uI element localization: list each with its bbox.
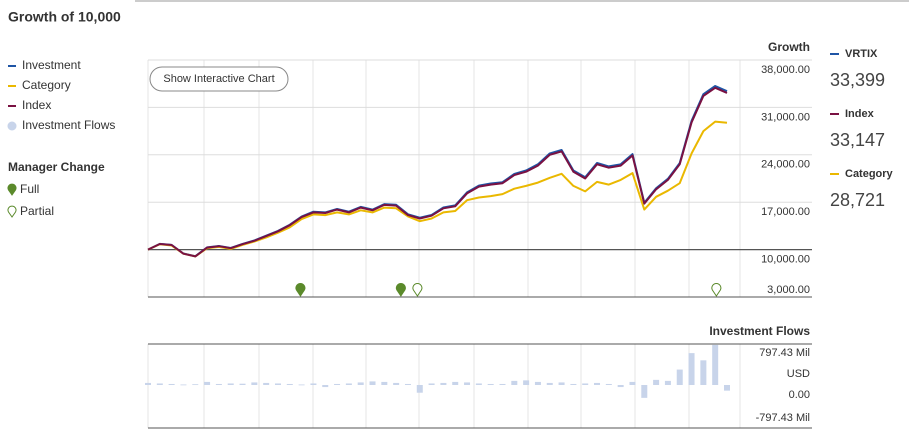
flow-bar <box>487 383 494 385</box>
legend-label: Category <box>22 78 71 92</box>
flow-bar <box>475 383 482 385</box>
flow-bar <box>617 385 624 388</box>
y-tick-label: 10,000.00 <box>761 254 810 266</box>
y-tick-label: 17,000.00 <box>761 206 810 218</box>
flow-bar <box>215 383 222 385</box>
y-tick-label: 24,000.00 <box>761 159 810 171</box>
flow-bar <box>700 360 707 385</box>
summary-name: Category <box>845 168 894 180</box>
flow-bar <box>653 379 660 385</box>
flow-bar <box>357 382 364 385</box>
flow-bar <box>322 385 329 388</box>
flow-bar <box>393 382 400 385</box>
summary-name: VRTIX <box>845 48 878 60</box>
legend-swatch <box>7 183 17 196</box>
flow-bar <box>369 381 376 385</box>
legend-label: Investment <box>22 58 81 72</box>
legend-swatch <box>7 205 17 218</box>
growth-axis-title: Growth <box>768 40 810 54</box>
flow-bar <box>440 382 447 385</box>
y-tick-label: -797.43 Mil <box>756 412 810 424</box>
flow-bar <box>464 382 471 385</box>
flow-bar <box>629 381 636 385</box>
flow-bar <box>145 382 151 385</box>
flow-bar <box>334 383 341 385</box>
legend-label: Partial <box>20 204 54 218</box>
flow-bar <box>239 383 246 385</box>
manager-change-full <box>295 283 306 297</box>
flow-bar <box>558 382 565 385</box>
interactive-button[interactable]: Show Interactive Chart <box>149 66 289 92</box>
flow-bar <box>404 383 411 385</box>
flow-bar <box>251 382 258 385</box>
y-tick-label: 797.43 Mil <box>759 347 810 359</box>
y-tick-label: 38,000.00 <box>761 64 810 76</box>
flow-bar <box>605 383 612 385</box>
manager-change-title: Manager Change <box>8 160 105 174</box>
widget-title: Growth of 10,000 <box>8 9 121 25</box>
flow-bar <box>511 380 518 385</box>
manager-change-partial <box>711 283 722 297</box>
flow-bar <box>594 382 601 385</box>
flow-bar <box>452 381 459 385</box>
flow-bar <box>192 384 199 386</box>
flow-bar <box>582 383 589 385</box>
button-frame[interactable] <box>149 66 289 92</box>
manager-change-full <box>395 283 406 297</box>
legend-swatch <box>7 121 17 131</box>
flow-bar <box>664 380 671 385</box>
y-tick-label: 31,000.00 <box>761 111 810 123</box>
flow-bar <box>428 383 435 385</box>
summary-value: 33,399 <box>830 70 885 90</box>
summary-name: Index <box>845 108 875 120</box>
flow-bar <box>263 382 270 385</box>
flow-bar <box>724 385 730 391</box>
flow-bar <box>286 383 293 385</box>
legend-label: Investment Flows <box>22 118 115 132</box>
flow-bar <box>499 383 506 385</box>
unit-label: USD <box>787 368 810 380</box>
flow-bar <box>688 353 695 385</box>
flows-title: Investment Flows <box>709 324 810 338</box>
flow-bar <box>227 383 234 385</box>
flow-bar <box>546 382 553 385</box>
flow-bar <box>204 381 211 385</box>
flow-bar <box>345 383 352 385</box>
y-tick-label: 3,000.00 <box>767 284 810 296</box>
flow-bar <box>641 385 648 398</box>
button-label[interactable]: Show Interactive Chart <box>163 73 274 85</box>
summary-value: 33,147 <box>830 130 885 150</box>
flow-bar <box>570 383 577 385</box>
flow-bar <box>676 369 683 385</box>
flow-bar <box>712 344 719 385</box>
flow-bar <box>416 385 423 393</box>
flow-bar <box>156 383 163 385</box>
legend-label: Index <box>22 98 51 112</box>
flow-bar <box>168 383 175 385</box>
flow-bar <box>274 383 281 385</box>
series-line <box>147 85 728 258</box>
flow-bar <box>180 384 187 386</box>
flow-bar <box>534 381 541 385</box>
flow-bar <box>310 383 317 385</box>
legend-label: Full <box>20 182 39 196</box>
series-line <box>147 86 728 258</box>
manager-change-partial <box>412 283 423 297</box>
flow-bar <box>381 381 388 385</box>
y-tick-label: 0.00 <box>789 389 810 401</box>
flow-bar <box>523 380 530 385</box>
flow-bar <box>298 384 305 386</box>
summary-value: 28,721 <box>830 190 885 210</box>
